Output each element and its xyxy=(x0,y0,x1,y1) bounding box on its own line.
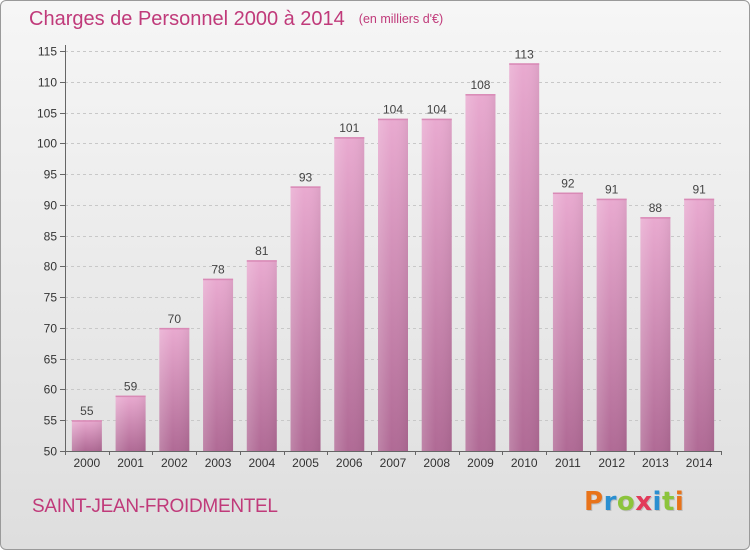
y-tick-label: 85 xyxy=(44,230,58,244)
bar-shine xyxy=(246,260,277,451)
y-tick-label: 105 xyxy=(37,107,57,121)
value-label-2002: 70 xyxy=(168,312,182,326)
value-label-2010: 113 xyxy=(515,47,534,61)
labels: 50 55 60 65 70 75 80 85 90 95 100 105 110 115 55 2000 59… xyxy=(37,45,713,471)
y-tick-label: 70 xyxy=(44,322,58,336)
x-tick-label-2010: 2010 xyxy=(511,456,538,470)
logo-letter: P xyxy=(584,487,604,517)
y-tick-label: 80 xyxy=(44,260,58,274)
bar-shine xyxy=(159,327,190,451)
x-tick-label-2012: 2012 xyxy=(598,456,625,470)
bar-shine xyxy=(421,118,452,451)
bar-cap xyxy=(509,63,540,65)
logo-letter: t xyxy=(661,487,675,517)
y-tick-label: 90 xyxy=(44,199,58,213)
value-label-2006: 101 xyxy=(339,121,359,135)
value-label-2000: 55 xyxy=(80,404,94,418)
bar-shine xyxy=(203,278,234,451)
logo-letter: x xyxy=(635,487,653,517)
bar-shine xyxy=(465,94,496,452)
x-tick-label-2014: 2014 xyxy=(686,456,713,470)
y-tick-label: 65 xyxy=(44,353,58,367)
bar-cap xyxy=(421,118,452,121)
bar-cap xyxy=(552,192,583,195)
value-label-2005: 93 xyxy=(299,170,313,184)
value-label-2013: 88 xyxy=(649,201,663,215)
value-label-2003: 78 xyxy=(211,263,225,277)
logo-letter: r xyxy=(603,487,617,517)
bar-cap xyxy=(640,217,671,219)
value-label-2001: 59 xyxy=(124,380,138,394)
bar-cap xyxy=(378,118,408,121)
y-tick-label: 50 xyxy=(44,445,58,459)
proxiti-logo: Proxiti xyxy=(584,487,684,517)
chart-title: Charges de Personnel 2000 à 2014 (en mill… xyxy=(29,8,443,31)
value-label-2012: 91 xyxy=(605,183,619,197)
bar-cap xyxy=(684,198,715,201)
bar-cap xyxy=(290,186,321,188)
x-tick-label-2006: 2006 xyxy=(336,456,363,470)
bar-shine xyxy=(71,420,102,451)
y-tick-label: 110 xyxy=(38,76,57,90)
x-tick-label-2005: 2005 xyxy=(292,456,319,470)
bar-cap xyxy=(159,327,190,330)
bar-shine xyxy=(509,63,540,452)
value-label-2007: 104 xyxy=(383,103,403,117)
bar-cap xyxy=(246,260,277,262)
bar-cap xyxy=(465,94,496,96)
x-tick-label-2001: 2001 xyxy=(117,456,144,470)
bar-cap xyxy=(334,137,365,139)
value-label-2011: 92 xyxy=(561,177,575,191)
bar-shine xyxy=(334,137,365,451)
value-label-2009: 108 xyxy=(470,78,490,92)
y-tick-label: 115 xyxy=(38,45,57,59)
y-tick-label: 100 xyxy=(37,137,57,151)
x-tick-label-2000: 2000 xyxy=(74,456,101,470)
bar-shine xyxy=(596,198,627,451)
chart-unit: (en milliers d'€) xyxy=(358,12,444,26)
axes xyxy=(60,45,722,455)
bar-cap xyxy=(596,198,627,201)
logo-letter: i xyxy=(652,487,662,517)
bar-shine xyxy=(378,118,408,451)
value-label-2004: 81 xyxy=(255,244,269,258)
commune-name: SAINT-JEAN-FROIDMENTEL xyxy=(32,496,278,517)
chart-title-text: Charges de Personnel 2000 à 2014 xyxy=(29,8,345,30)
bars xyxy=(71,63,715,452)
bar-shine xyxy=(684,198,715,451)
x-tick-label-2004: 2004 xyxy=(248,456,275,470)
bar-shine xyxy=(115,395,146,451)
x-tick-label-2011: 2011 xyxy=(555,456,581,470)
logo-letter: i xyxy=(674,487,685,517)
bar-shine xyxy=(290,186,321,451)
y-tick-label: 55 xyxy=(44,414,58,428)
y-tick-label: 60 xyxy=(44,383,58,397)
logo-letter: o xyxy=(616,487,636,517)
x-tick-label-2009: 2009 xyxy=(467,456,494,470)
bar-cap xyxy=(115,395,146,398)
bar-cap xyxy=(71,420,102,422)
x-tick-label-2007: 2007 xyxy=(380,456,407,470)
bar-shine xyxy=(552,192,583,452)
y-tick-label: 95 xyxy=(44,168,58,182)
bar-shine xyxy=(640,217,671,451)
y-tick-label: 75 xyxy=(44,291,58,305)
x-tick-label-2013: 2013 xyxy=(642,456,669,470)
bar-cap xyxy=(203,278,234,281)
value-label-2008: 104 xyxy=(427,103,447,117)
value-label-2014: 91 xyxy=(692,183,706,197)
x-tick-label-2003: 2003 xyxy=(205,456,232,470)
x-tick-label-2002: 2002 xyxy=(161,456,188,470)
x-tick-label-2008: 2008 xyxy=(423,456,450,470)
